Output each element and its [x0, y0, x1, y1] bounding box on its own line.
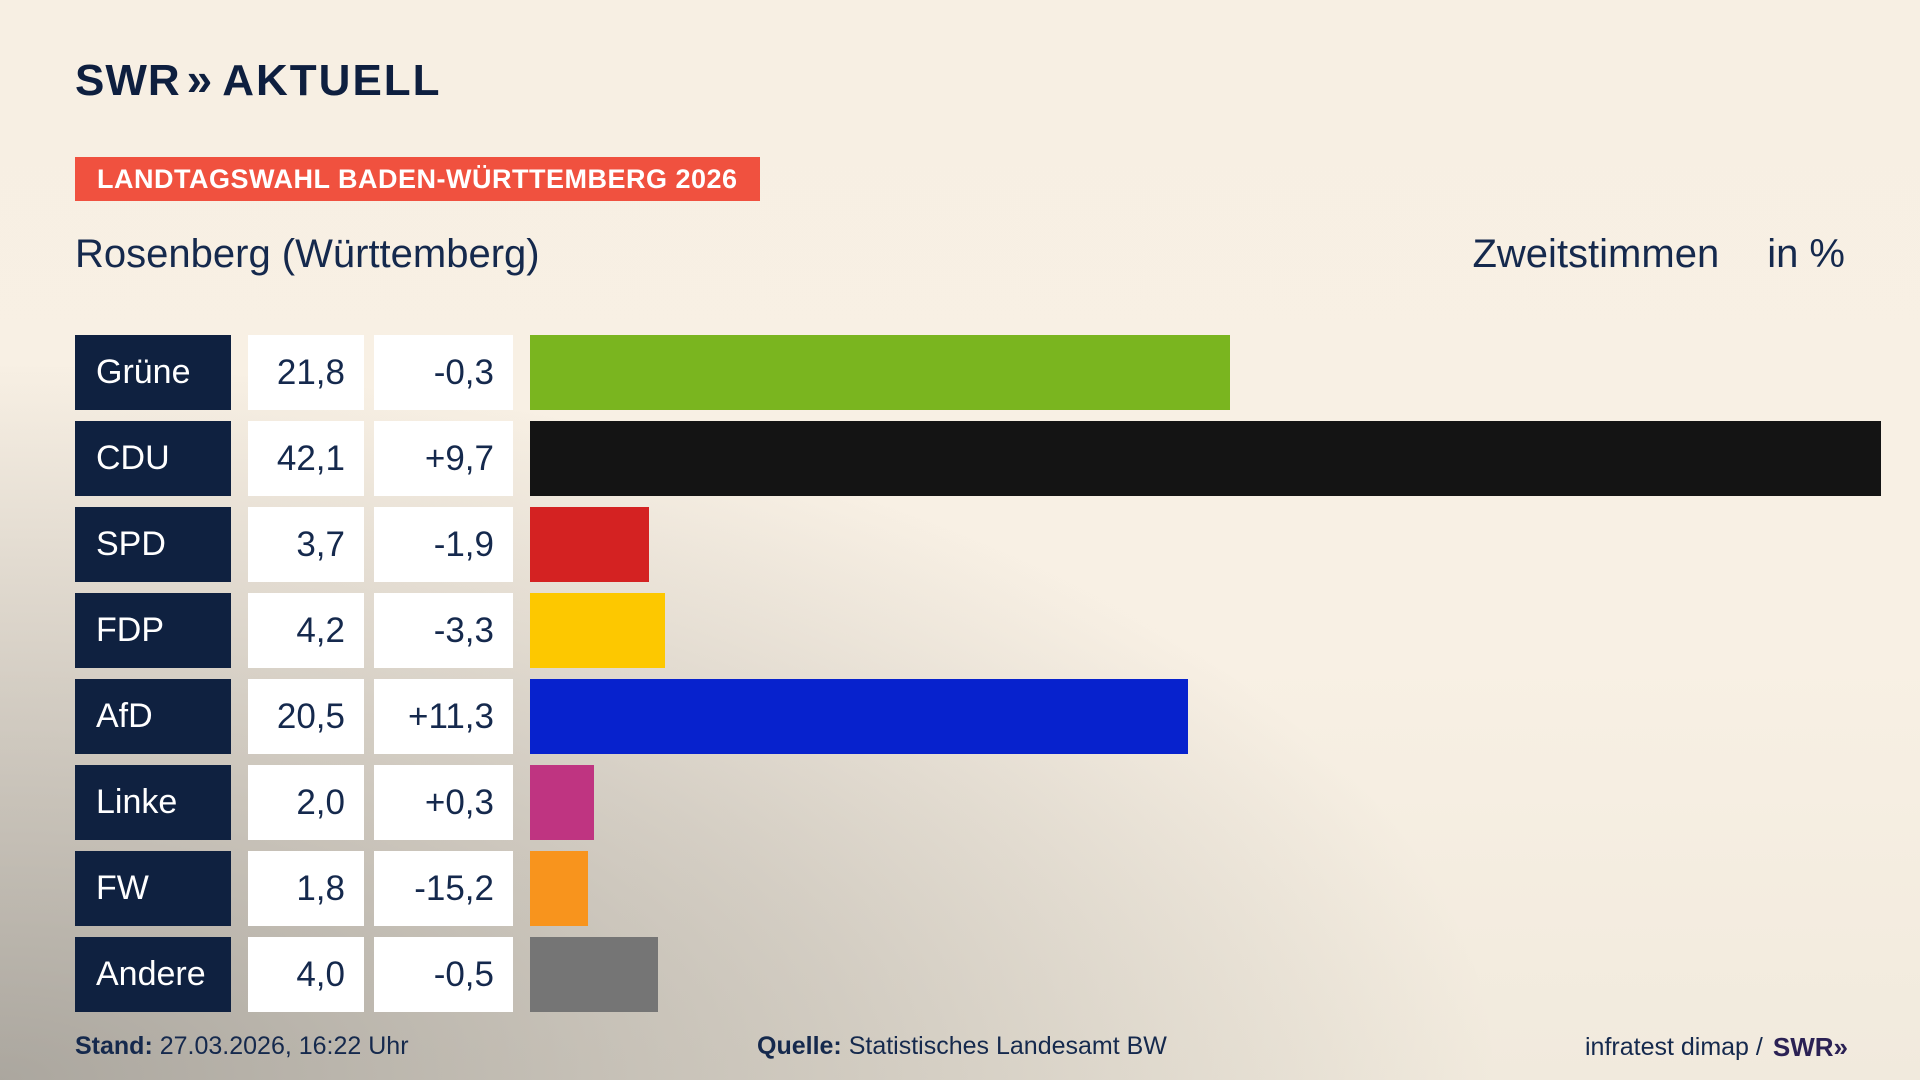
- party-percent-value: 4,2: [248, 593, 364, 668]
- result-bar: [530, 507, 649, 582]
- credit-text: infratest dimap /: [1585, 1033, 1763, 1061]
- party-percent-value: 2,0: [248, 765, 364, 840]
- aktuell-logo-text: AKTUELL: [222, 56, 442, 105]
- municipality-title: Rosenberg (Württemberg): [75, 232, 540, 276]
- result-bar: [530, 765, 595, 840]
- party-change-value: +0,3: [374, 765, 513, 840]
- vote-type-header: Zweitstimmen in %: [1472, 232, 1845, 277]
- bar-track: [530, 851, 1881, 926]
- result-bar: [530, 679, 1188, 754]
- party-result-row: AfD 20,5 +11,3: [75, 679, 1881, 754]
- result-bar: [530, 593, 665, 668]
- bar-track: [530, 335, 1881, 410]
- party-name-label: FDP: [75, 593, 231, 668]
- party-name-label: Grüne: [75, 335, 231, 410]
- party-name-label: CDU: [75, 421, 231, 496]
- swr-aktuell-logo: SWR » AKTUELL: [75, 52, 442, 110]
- party-change-value: -1,9: [374, 507, 513, 582]
- bar-track: [530, 679, 1881, 754]
- swr-logo-text: SWR: [75, 56, 181, 105]
- party-name-label: SPD: [75, 507, 231, 582]
- party-change-value: -15,2: [374, 851, 513, 926]
- party-name-label: FW: [75, 851, 231, 926]
- party-change-value: -0,5: [374, 937, 513, 1012]
- bar-track: [530, 507, 1881, 582]
- party-percent-value: 4,0: [248, 937, 364, 1012]
- stand-value: 27.03.2026, 16:22 Uhr: [159, 1032, 409, 1060]
- result-bar: [530, 335, 1230, 410]
- footer: Stand: 27.03.2026, 16:22 Uhr Quelle: Sta…: [75, 1032, 1849, 1068]
- party-result-row: CDU 42,1 +9,7: [75, 421, 1881, 496]
- stand-label: Stand:: [75, 1032, 153, 1060]
- swr-chevrons-icon: »: [186, 53, 213, 105]
- chart-header: Rosenberg (Württemberg) Zweitstimmen in …: [75, 232, 1845, 280]
- vote-type-label: Zweitstimmen: [1472, 232, 1720, 276]
- party-percent-value: 3,7: [248, 507, 364, 582]
- party-result-row: Linke 2,0 +0,3: [75, 765, 1881, 840]
- results-bar-chart: Grüne 21,8 -0,3 CDU 42,1 +9,7 SPD 3,7 -1…: [75, 335, 1881, 1023]
- swr-footer-logo: SWR»: [1772, 1032, 1849, 1063]
- bar-track: [530, 765, 1881, 840]
- party-result-row: FDP 4,2 -3,3: [75, 593, 1881, 668]
- party-change-value: +11,3: [374, 679, 513, 754]
- election-title-banner: LANDTAGSWAHL BADEN-WÜRTTEMBERG 2026: [75, 157, 760, 201]
- result-bar: [530, 937, 659, 1012]
- party-result-row: SPD 3,7 -1,9: [75, 507, 1881, 582]
- party-change-value: +9,7: [374, 421, 513, 496]
- swr-footer-chevrons-icon: »: [1833, 1032, 1849, 1062]
- party-percent-value: 21,8: [248, 335, 364, 410]
- party-percent-value: 20,5: [248, 679, 364, 754]
- party-name-label: AfD: [75, 679, 231, 754]
- party-change-value: -0,3: [374, 335, 513, 410]
- unit-label: in %: [1767, 232, 1845, 276]
- party-change-value: -3,3: [374, 593, 513, 668]
- source-note: Quelle: Statistisches Landesamt BW: [757, 1032, 1167, 1061]
- result-bar: [530, 851, 588, 926]
- result-bar: [530, 421, 1881, 496]
- credit-note: infratest dimap / SWR»: [1585, 1032, 1849, 1063]
- stand-timestamp: Stand: 27.03.2026, 16:22 Uhr: [75, 1032, 409, 1061]
- source-value: Statistisches Landesamt BW: [848, 1032, 1167, 1060]
- party-name-label: Andere: [75, 937, 231, 1012]
- bar-track: [530, 937, 1881, 1012]
- party-result-row: Grüne 21,8 -0,3: [75, 335, 1881, 410]
- party-result-row: FW 1,8 -15,2: [75, 851, 1881, 926]
- party-result-row: Andere 4,0 -0,5: [75, 937, 1881, 1012]
- party-name-label: Linke: [75, 765, 231, 840]
- party-percent-value: 1,8: [248, 851, 364, 926]
- bar-track: [530, 593, 1881, 668]
- party-percent-value: 42,1: [248, 421, 364, 496]
- source-label: Quelle:: [757, 1032, 842, 1060]
- bar-track: [530, 421, 1881, 496]
- swr-footer-logo-text: SWR: [1772, 1032, 1834, 1062]
